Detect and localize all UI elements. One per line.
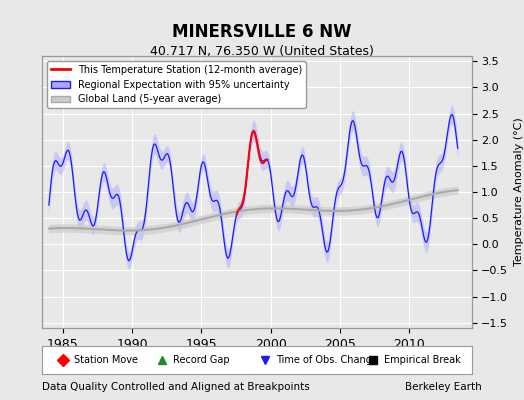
Text: Time of Obs. Change: Time of Obs. Change [276,355,378,365]
Legend: This Temperature Station (12-month average), Regional Expectation with 95% uncer: This Temperature Station (12-month avera… [47,61,306,108]
Text: 40.717 N, 76.350 W (United States): 40.717 N, 76.350 W (United States) [150,46,374,58]
Text: Berkeley Earth: Berkeley Earth [406,382,482,392]
Y-axis label: Temperature Anomaly (°C): Temperature Anomaly (°C) [514,118,524,266]
Text: Station Move: Station Move [74,355,138,365]
Text: MINERSVILLE 6 NW: MINERSVILLE 6 NW [172,23,352,41]
Text: Empirical Break: Empirical Break [384,355,460,365]
Text: Data Quality Controlled and Aligned at Breakpoints: Data Quality Controlled and Aligned at B… [42,382,310,392]
Text: Record Gap: Record Gap [173,355,230,365]
